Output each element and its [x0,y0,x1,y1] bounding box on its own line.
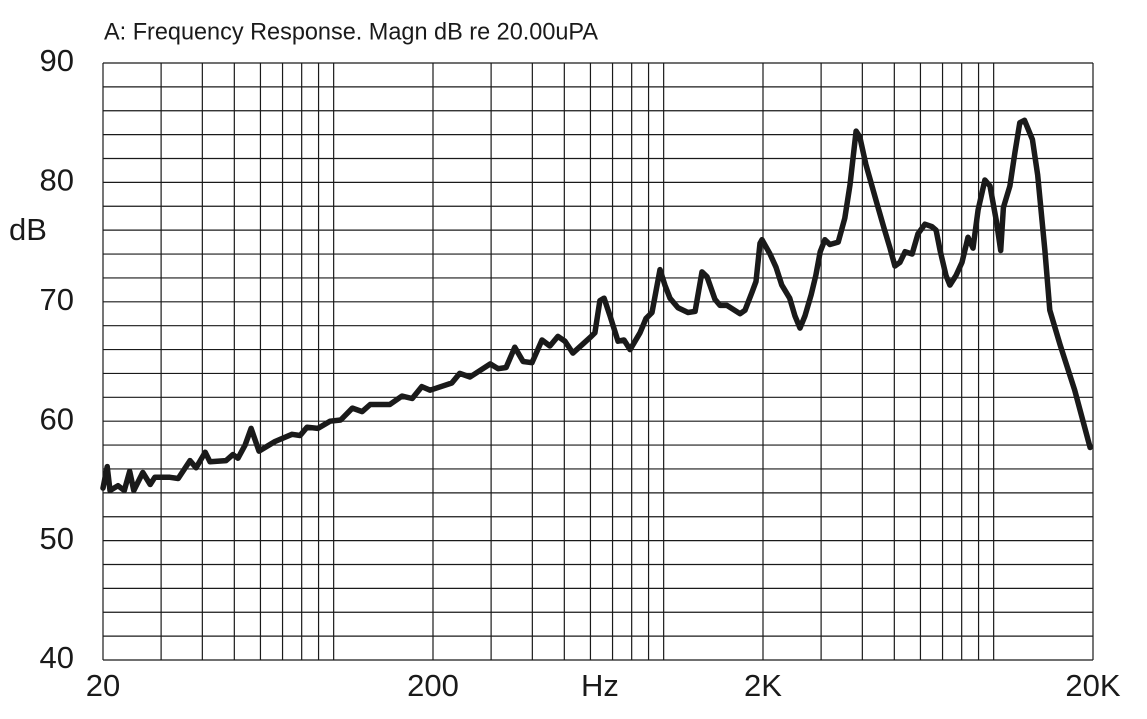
y-tick-label: 70 [40,282,74,317]
chart-title: A: Frequency Response. Magn dB re 20.00u… [104,18,598,45]
y-tick-label: 40 [40,640,74,675]
x-tick-label: 20K [1065,668,1120,703]
y-tick-label: 50 [40,521,74,556]
response-line [100,117,1093,494]
x-tick-label: 2K [744,668,782,703]
x-axis-label: Hz [581,668,619,703]
y-tick-label: 90 [40,43,74,78]
y-tick-label: 60 [40,401,74,436]
x-tick-label: 200 [407,668,459,703]
x-tick-label: 20 [86,668,120,703]
y-tick-label: 80 [40,163,74,198]
y-axis-label: dB [9,212,47,247]
